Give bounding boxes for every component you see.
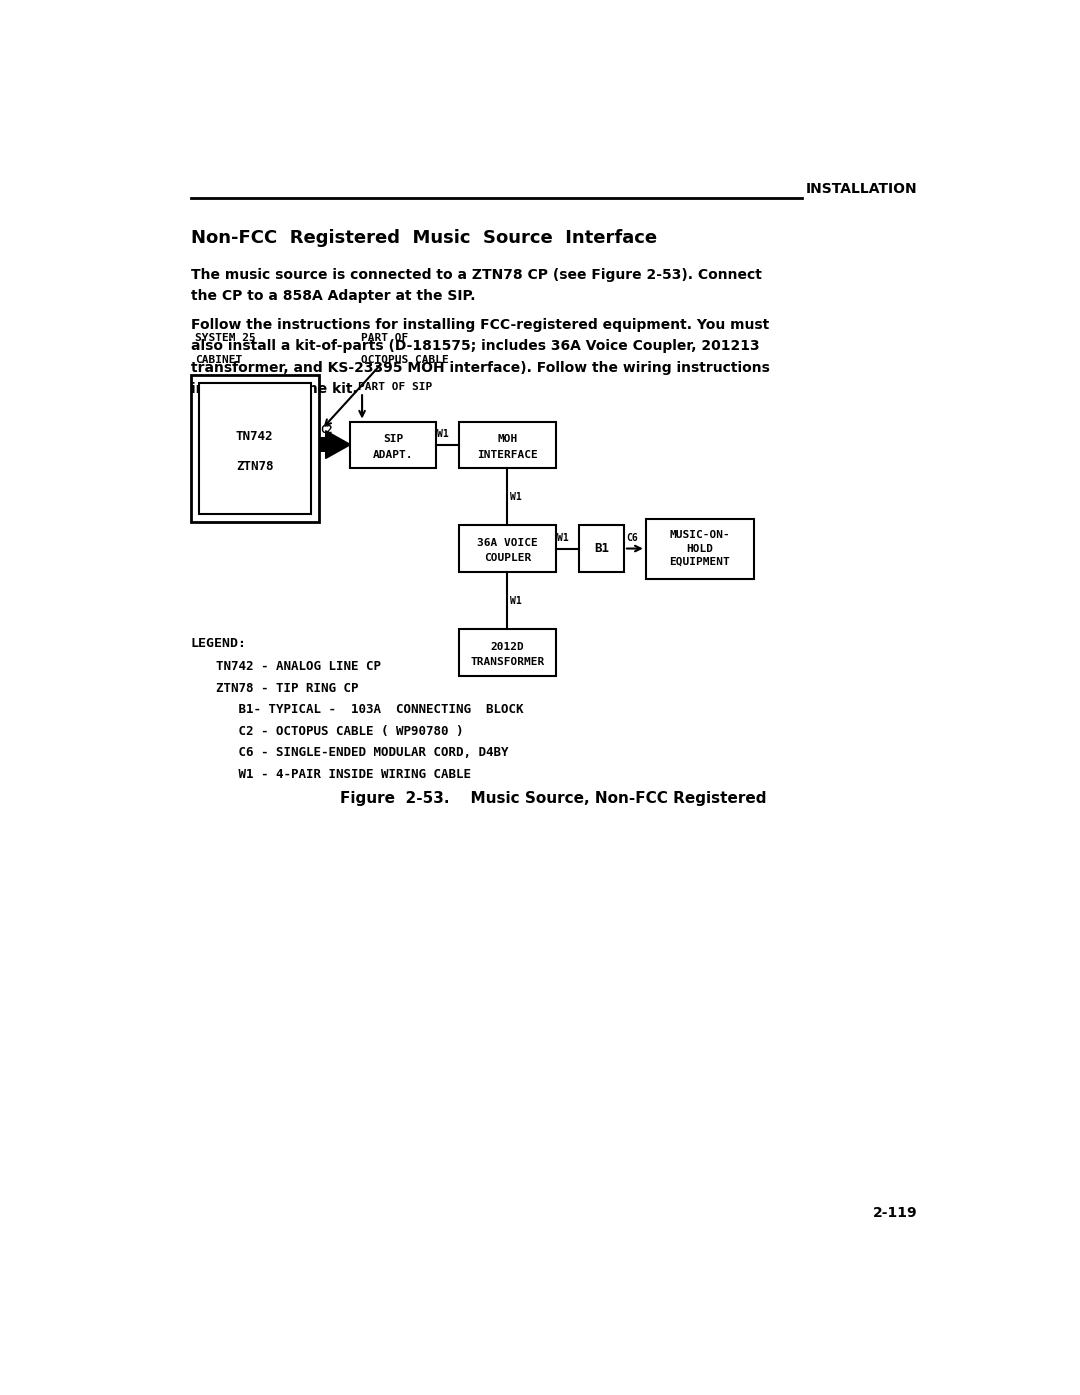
Text: C6 - SINGLE-ENDED MODULAR CORD, D4BY: C6 - SINGLE-ENDED MODULAR CORD, D4BY: [216, 746, 509, 759]
Text: W1: W1: [511, 491, 523, 502]
Bar: [191, 375, 319, 522]
Text: PART OF: PART OF: [362, 333, 408, 343]
Text: LEGEND:: LEGEND:: [191, 638, 247, 650]
Text: TRANSFORMER: TRANSFORMER: [470, 657, 544, 667]
Text: W1 - 4-PAIR INSIDE WIRING CABLE: W1 - 4-PAIR INSIDE WIRING CABLE: [216, 769, 471, 781]
Text: TN742 - ANALOG LINE CP: TN742 - ANALOG LINE CP: [216, 660, 381, 674]
Text: Non-FCC  Registered  Music  Source  Interface: Non-FCC Registered Music Source Interfac…: [191, 229, 657, 247]
Text: EQUIPMENT: EQUIPMENT: [670, 557, 730, 566]
Text: CABINET: CABINET: [194, 354, 242, 364]
Polygon shape: [326, 431, 350, 459]
Bar: [646, 519, 754, 579]
Bar: [319, 437, 326, 452]
Text: transformer, and KS-23395 MOH interface). Follow the wiring instructions: transformer, and KS-23395 MOH interface)…: [191, 361, 770, 375]
Text: SIP: SIP: [383, 434, 403, 444]
Text: COUPLER: COUPLER: [484, 552, 531, 562]
Text: B1: B1: [594, 543, 609, 555]
Text: INTERFACE: INTERFACE: [477, 449, 538, 459]
Text: MUSIC-ON-: MUSIC-ON-: [670, 530, 730, 540]
Text: 36A VOICE: 36A VOICE: [477, 538, 538, 548]
Text: C6: C6: [626, 533, 638, 543]
Text: B1- TYPICAL -  103A  CONNECTING  BLOCK: B1- TYPICAL - 103A CONNECTING BLOCK: [216, 703, 524, 716]
Text: SYSTEM 25: SYSTEM 25: [194, 333, 256, 343]
Text: The music source is connected to a ZTN78 CP (see Figure 2-53). Connect: The music source is connected to a ZTN78…: [191, 268, 761, 282]
Bar: [199, 384, 311, 513]
Text: 2012D: 2012D: [490, 642, 524, 651]
Text: also install a kit-of-parts (D-181575; includes 36A Voice Coupler, 201213: also install a kit-of-parts (D-181575; i…: [191, 339, 759, 353]
Text: ZTN78 - TIP RING CP: ZTN78 - TIP RING CP: [216, 682, 359, 695]
Text: MOH: MOH: [497, 434, 517, 444]
Bar: [579, 526, 624, 572]
Text: C2: C2: [321, 424, 333, 435]
Bar: [459, 421, 556, 467]
Text: TN742: TN742: [237, 430, 273, 444]
Bar: [459, 526, 556, 572]
Text: ADAPT.: ADAPT.: [373, 449, 414, 459]
Text: the CP to a 858A Adapter at the SIP.: the CP to a 858A Adapter at the SIP.: [191, 289, 475, 303]
Bar: [350, 421, 435, 467]
Text: W1: W1: [437, 430, 449, 439]
Text: C2 - OCTOPUS CABLE ( WP90780 ): C2 - OCTOPUS CABLE ( WP90780 ): [216, 725, 464, 738]
Text: OCTOPUS CABLE: OCTOPUS CABLE: [362, 354, 449, 364]
Text: PART OF SIP: PART OF SIP: [359, 382, 432, 392]
Bar: [459, 629, 556, 675]
Text: Figure  2-53.    Music Source, Non-FCC Registered: Figure 2-53. Music Source, Non-FCC Regis…: [340, 791, 767, 806]
Text: INSTALLATION: INSTALLATION: [806, 181, 918, 195]
Text: ZTN78: ZTN78: [237, 459, 273, 473]
Text: 2-119: 2-119: [873, 1207, 918, 1221]
Text: HOLD: HOLD: [687, 544, 714, 554]
Text: W1: W1: [557, 533, 569, 543]
Text: Follow the instructions for installing FCC-registered equipment. You must: Follow the instructions for installing F…: [191, 318, 769, 332]
Text: W1: W1: [511, 596, 523, 605]
Text: included with the kit.: included with the kit.: [191, 382, 357, 396]
